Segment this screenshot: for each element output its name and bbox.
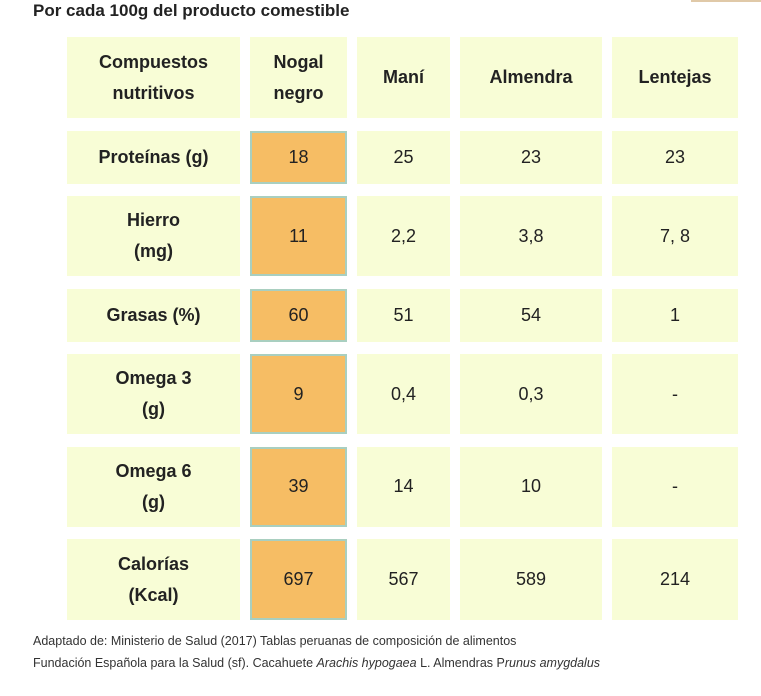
table-cell: 7, 8 — [612, 196, 738, 276]
table-cell: 23 — [460, 130, 602, 184]
species-name: Arachis hypogaea — [316, 656, 417, 670]
table-cell: 214 — [612, 539, 738, 620]
table-cell: 51 — [357, 288, 450, 342]
nutrition-table: Compuestos nutritivos Nogal negro Maní Alme… — [67, 37, 738, 620]
column-header: Almendra — [460, 37, 602, 118]
source-note-2: Fundación Española para la Salud (sf). C… — [33, 656, 600, 670]
table-cell: 2,2 — [357, 196, 450, 276]
row-header: Hierro (mg) — [67, 196, 240, 276]
table-cell: 0,3 — [460, 354, 602, 434]
table-cell: 14 — [357, 446, 450, 527]
table-cell: 39 — [250, 446, 347, 527]
species-name: runus amygdalus — [504, 656, 601, 670]
table-cell: - — [612, 354, 738, 434]
table-cell: 567 — [357, 539, 450, 620]
table-cell: 10 — [460, 446, 602, 527]
table-cell: 589 — [460, 539, 602, 620]
column-header: Lentejas — [612, 37, 738, 118]
row-header: Grasas (%) — [67, 288, 240, 342]
decorative-edge — [691, 0, 761, 2]
source-text: Fundación Española para la Salud (sf). C… — [33, 656, 317, 670]
source-note-1: Adaptado de: Ministerio de Salud (2017) … — [33, 634, 517, 648]
table-cell: 3,8 — [460, 196, 602, 276]
table-cell: - — [612, 446, 738, 527]
table-cell: 1 — [612, 288, 738, 342]
page-title: Por cada 100g del producto comestible — [33, 1, 350, 20]
table-cell: 11 — [250, 196, 347, 276]
table-cell: 0,4 — [357, 354, 450, 434]
source-text: L. Almendras P — [416, 656, 505, 670]
table-cell: 54 — [460, 288, 602, 342]
column-header: Maní — [357, 37, 450, 118]
column-header: Nogal negro — [250, 37, 347, 118]
table-cell: 18 — [250, 130, 347, 184]
row-header: Omega 3 (g) — [67, 354, 240, 434]
table-cell: 25 — [357, 130, 450, 184]
row-header: Proteínas (g) — [67, 130, 240, 184]
column-header: Compuestos nutritivos — [67, 37, 240, 118]
table-cell: 23 — [612, 130, 738, 184]
table-cell: 697 — [250, 539, 347, 620]
row-header: Omega 6 (g) — [67, 446, 240, 527]
table-cell: 60 — [250, 288, 347, 342]
table-cell: 9 — [250, 354, 347, 434]
row-header: Calorías (Kcal) — [67, 539, 240, 620]
